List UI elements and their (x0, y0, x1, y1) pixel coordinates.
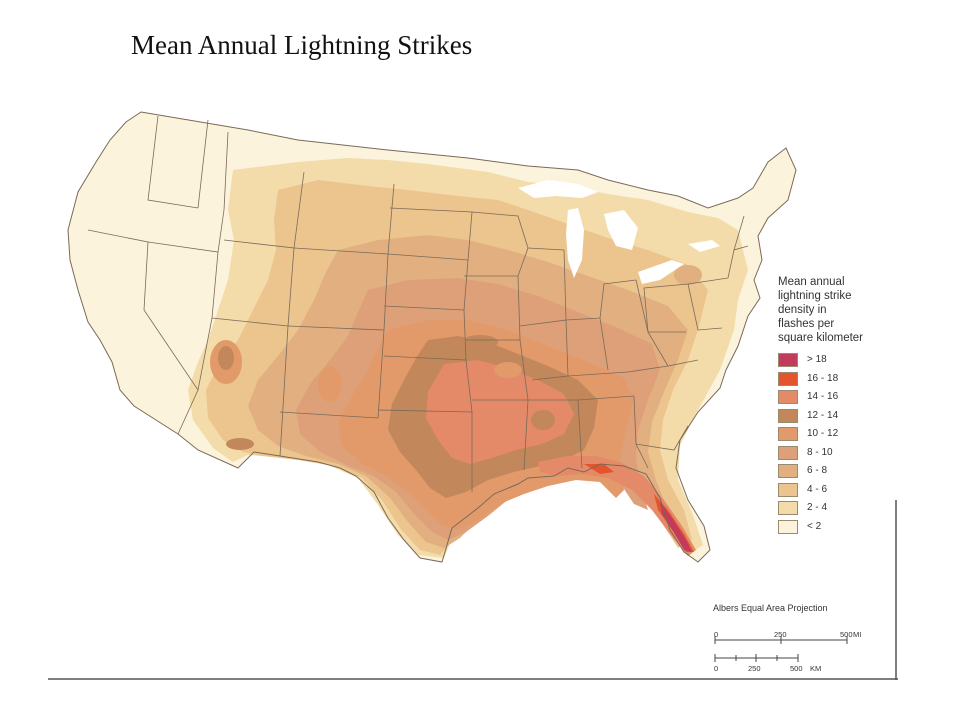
legend-row: 4 - 6 (778, 481, 890, 500)
projection-label: Albers Equal Area Projection (713, 603, 828, 613)
legend-label: 12 - 14 (807, 409, 839, 421)
scale-label-mi-250: 250 (774, 630, 787, 639)
legend-swatch (778, 353, 798, 368)
hotspot-pennsylvania (674, 265, 702, 285)
band-gt18-florida (660, 502, 692, 552)
legend-label: 2 - 4 (807, 502, 828, 514)
legend-row: 8 - 10 (778, 444, 890, 463)
us-outline-stroke (67, 111, 797, 563)
scale-label-mi-500: 500 (840, 630, 853, 639)
legend-row: > 18 (778, 351, 890, 370)
legend-title-line: square kilometer (778, 332, 864, 344)
scale-unit-km: KM (810, 664, 822, 673)
scale-label-km-500: 500 (790, 664, 803, 673)
lake-huron (604, 210, 638, 250)
legend-label: < 2 (807, 520, 822, 532)
legend-label: 14 - 16 (807, 391, 839, 403)
hotspot-tennessee (531, 410, 555, 430)
legend-label: > 18 (807, 354, 827, 366)
lightning-density-map (48, 100, 898, 680)
scale-unit-mi: MI (853, 630, 862, 639)
legend-title-line: flashes per (778, 318, 835, 330)
hotspot-kansas (462, 335, 498, 349)
legend-row: 14 - 16 (778, 388, 890, 407)
legend-swatch (778, 390, 798, 405)
legend-swatch (778, 408, 798, 423)
lake-erie (638, 260, 684, 284)
state-borders (87, 115, 749, 492)
legend-swatch (778, 501, 798, 516)
legend-row: 2 - 4 (778, 499, 890, 518)
legend-swatch (778, 445, 798, 460)
legend-title: Mean annual lightning strike density in … (778, 275, 890, 345)
band-14-16-central (426, 360, 574, 464)
scale-label-km-0: 0 (714, 664, 719, 673)
legend-row: 16 - 18 (778, 370, 890, 389)
legend-row: < 2 (778, 518, 890, 537)
lake-superior (518, 180, 598, 198)
map-legend: Mean annual lightning strike density in … (778, 275, 890, 536)
scale-bar: 0 250 500 MI 0 250 500 KM (712, 626, 862, 676)
legend-row: 6 - 8 (778, 462, 890, 481)
hotspot-missouri (494, 362, 522, 378)
lake-michigan (566, 208, 584, 278)
legend-swatch (778, 371, 798, 386)
legend-row: 12 - 14 (778, 407, 890, 426)
legend-title-line: Mean annual (778, 276, 845, 288)
hotspot-new-mexico (318, 366, 342, 402)
legend-title-line: lightning strike (778, 290, 852, 302)
hotspot-arizona-inner (218, 346, 234, 370)
scale-label-mi-0: 0 (714, 630, 719, 639)
hotspot-sw-border (226, 438, 254, 450)
legend-label: 6 - 8 (807, 465, 828, 477)
legend-swatch (778, 464, 798, 479)
legend-swatch (778, 519, 798, 534)
scale-label-km-250: 250 (748, 664, 761, 673)
legend-label: 8 - 10 (807, 446, 833, 458)
legend-row: 10 - 12 (778, 425, 890, 444)
legend-label: 16 - 18 (807, 372, 839, 384)
legend-swatch (778, 482, 798, 497)
legend-label: 4 - 6 (807, 483, 828, 495)
legend-title-line: density in (778, 304, 827, 316)
slide-title: Mean Annual Lightning Strikes (131, 30, 473, 60)
legend-label: 10 - 12 (807, 428, 839, 440)
lake-ontario (688, 240, 720, 252)
legend-swatch (778, 427, 798, 442)
